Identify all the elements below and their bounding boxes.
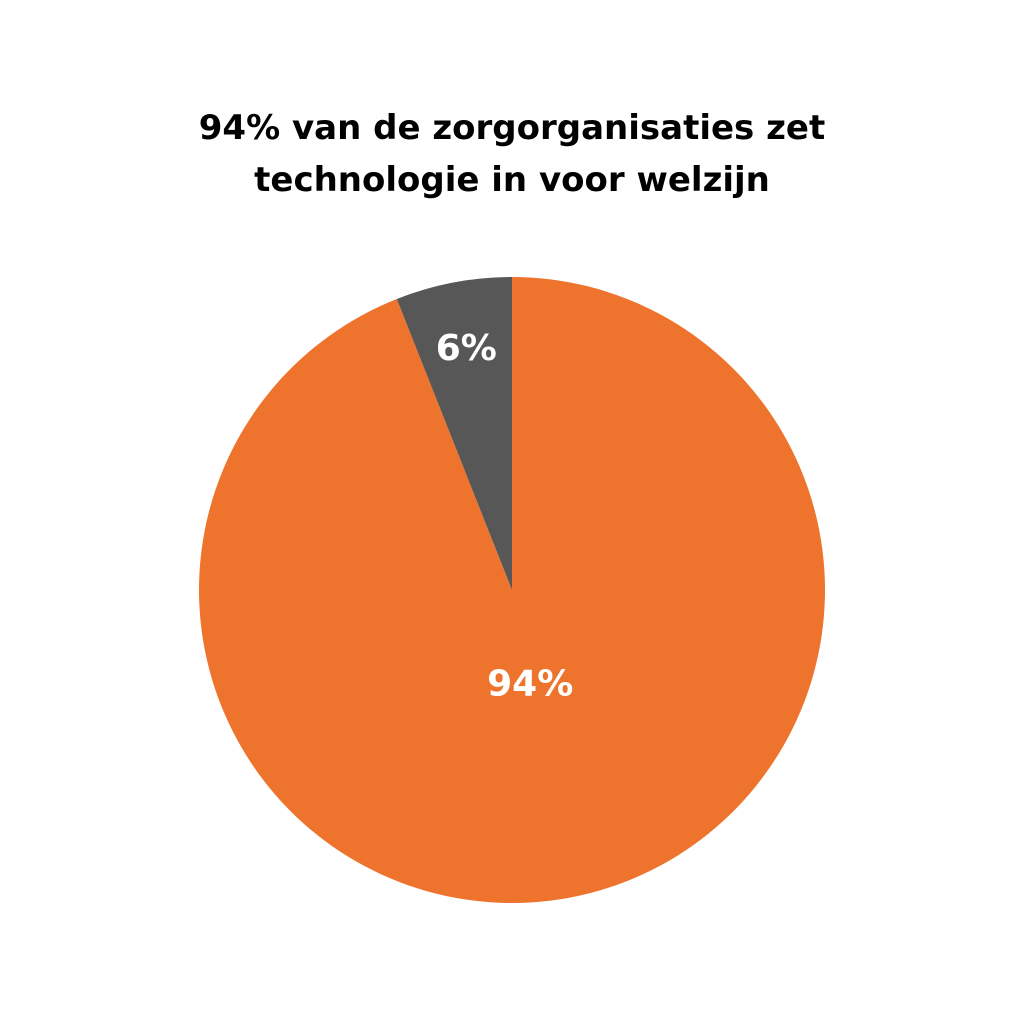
- data-label: 6%: [436, 328, 497, 369]
- chart-title: 94% van de zorgorganisaties zet technolo…: [198, 108, 826, 200]
- data-label: 94%: [487, 663, 573, 704]
- pie-slice: [198, 277, 825, 903]
- title-box: 94% van de zorgorganisaties zet technolo…: [0, 102, 1024, 206]
- pie-slice: [396, 277, 512, 590]
